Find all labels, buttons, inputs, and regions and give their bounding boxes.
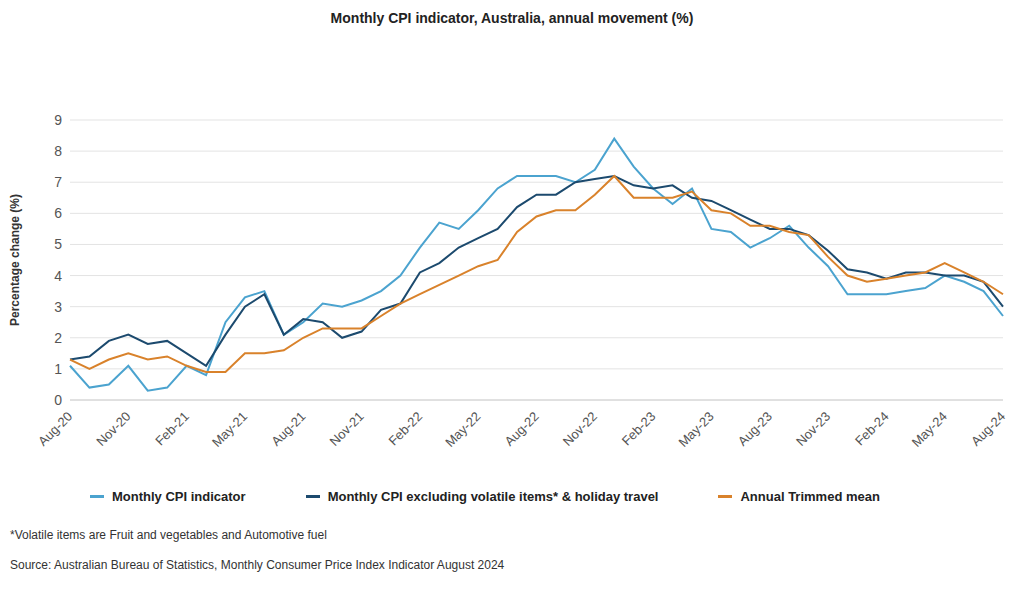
svg-text:Aug-22: Aug-22 [502, 409, 542, 449]
svg-text:8: 8 [54, 143, 62, 159]
html-text:Source: Australian Bureau of S: Source: Australian Bureau of Statistics,… [10, 558, 505, 572]
svg-text:9: 9 [54, 112, 62, 128]
html-text:*Volatile items are Fruit and: *Volatile items are Fruit and vegetables… [10, 528, 327, 542]
svg-text:2: 2 [54, 330, 62, 346]
svg-text:Aug-21: Aug-21 [268, 409, 308, 449]
svg-text:May-23: May-23 [675, 409, 716, 450]
svg-text:0: 0 [54, 392, 62, 408]
svg-text:Aug-20: Aug-20 [35, 409, 75, 449]
svg-text:Nov-23: Nov-23 [793, 409, 833, 449]
svg-text:7: 7 [54, 174, 62, 190]
html-text:Monthly CPI indicator, Austral: Monthly CPI indicator, Australia, annual… [330, 10, 694, 26]
svg-text:6: 6 [54, 205, 62, 221]
svg-text:Feb-24: Feb-24 [852, 409, 892, 449]
html-text:Monthly CPI indicator: Monthly CPI indicator [112, 489, 246, 504]
svg-text:Nov-20: Nov-20 [93, 409, 133, 449]
svg-text:May-21: May-21 [209, 409, 250, 450]
svg-text:May-22: May-22 [442, 409, 483, 450]
svg-text:Percentage change (%): Percentage change (%) [8, 194, 22, 326]
svg-text:May-24: May-24 [909, 409, 950, 450]
svg-text:Feb-23: Feb-23 [619, 409, 659, 449]
svg-text:Aug-24: Aug-24 [968, 409, 1008, 449]
svg-text:Nov-21: Nov-21 [327, 409, 367, 449]
svg-text:3: 3 [54, 299, 62, 315]
svg-text:Aug-23: Aug-23 [735, 409, 775, 449]
html-text:Monthly CPI excluding volatile: Monthly CPI excluding volatile items* & … [327, 489, 659, 504]
html-text:Annual Trimmed mean: Annual Trimmed mean [740, 489, 880, 504]
svg-text:Feb-22: Feb-22 [385, 409, 425, 449]
svg-text:5: 5 [54, 236, 62, 252]
svg-text:Nov-22: Nov-22 [560, 409, 600, 449]
svg-text:Feb-21: Feb-21 [152, 409, 192, 449]
svg-text:4: 4 [54, 268, 62, 284]
svg-text:1: 1 [54, 361, 62, 377]
